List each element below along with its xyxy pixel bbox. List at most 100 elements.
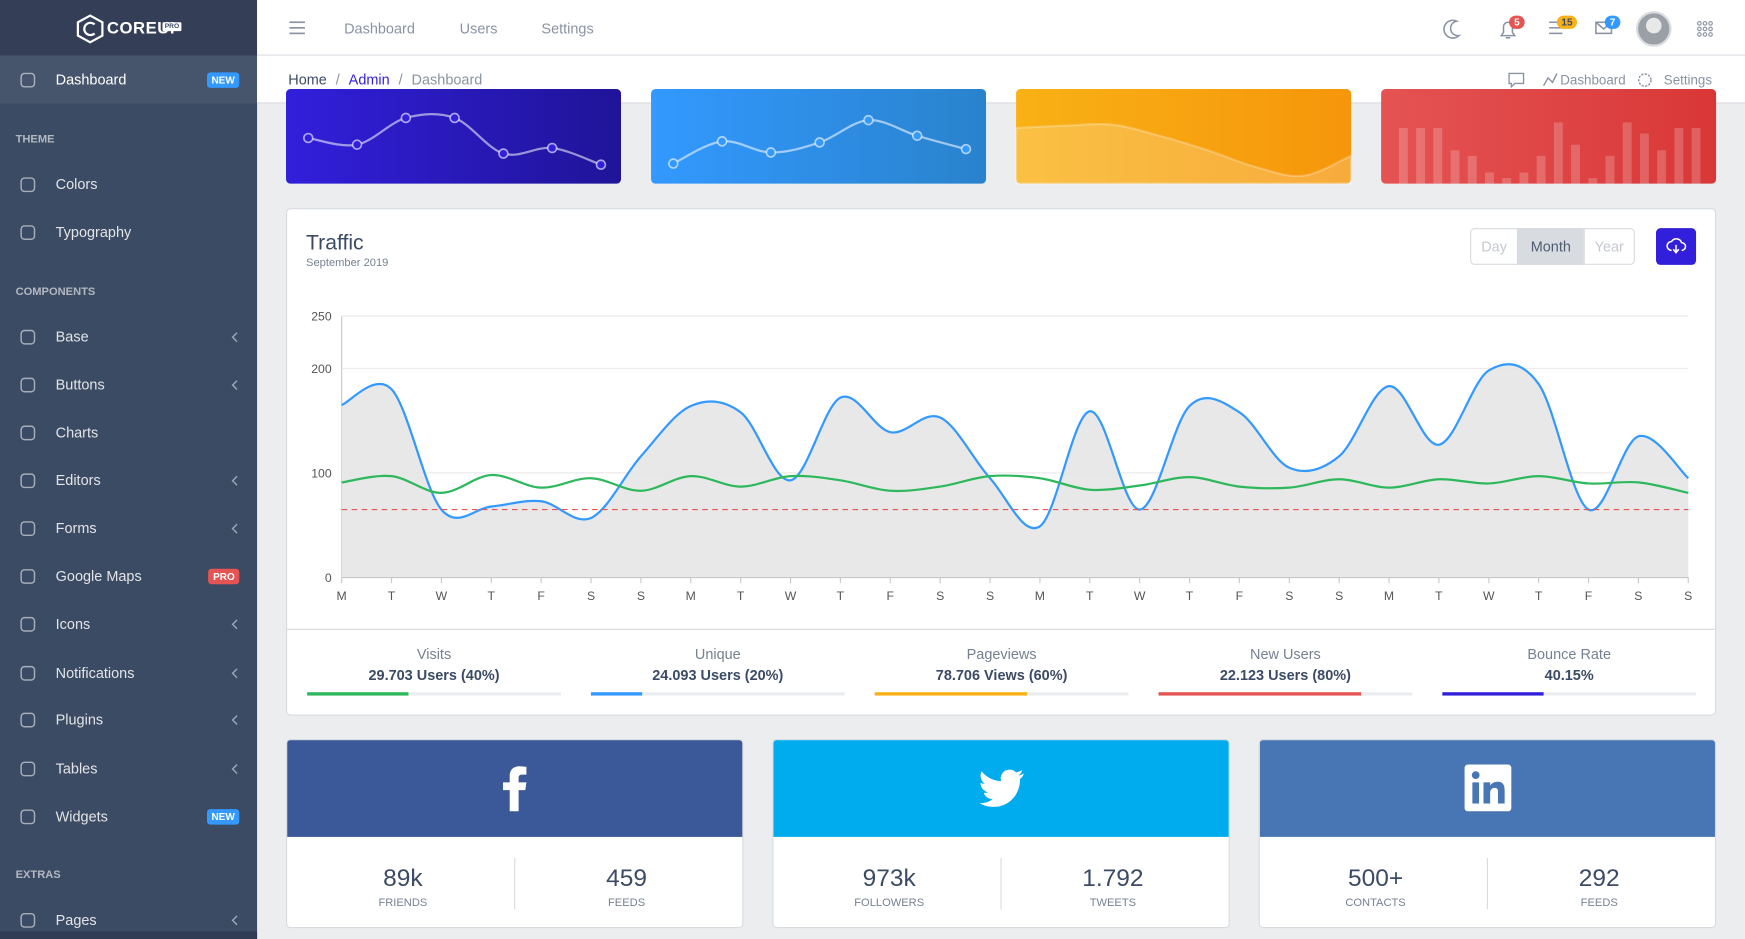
breadcrumb-item[interactable]: Home (288, 71, 327, 88)
nav-item[interactable]: Tables (55, 760, 98, 777)
social-stat-label: TWEETS (1089, 896, 1137, 910)
social-stat-label: FEEDS (1580, 896, 1618, 910)
badge-count: 5 (1509, 15, 1525, 29)
nav-icon (20, 712, 36, 728)
nav-item[interactable]: Buttons (55, 376, 105, 393)
widget-point (595, 159, 607, 170)
chevron (231, 715, 238, 726)
nav-item[interactable]: Notifications (55, 664, 135, 682)
progress-bar (1158, 692, 1362, 696)
widget-bar (1691, 127, 1701, 184)
nav-item[interactable]: Dashboard (55, 71, 127, 88)
widget-bar (1536, 155, 1546, 184)
logo-c (83, 21, 96, 37)
breadcrumb-item[interactable]: Admin (348, 71, 390, 88)
linkedin-n (1483, 781, 1505, 804)
widget-area (1014, 122, 1353, 185)
social-icon (979, 769, 1024, 807)
hamburger-button (289, 21, 305, 35)
badge-count: 7 (1605, 15, 1620, 29)
range-button[interactable]: Year (1583, 228, 1635, 265)
nav-section-title: EXTRAS (15, 869, 61, 882)
apps-icon-dot (1697, 21, 1702, 26)
widget-chart (1014, 122, 1353, 185)
traffic-card: Traffic September 2019 Day Month Year Visits 2… (286, 208, 1717, 716)
widget-point (863, 114, 874, 126)
nav-icon (20, 425, 36, 441)
header-icons (1443, 11, 1713, 47)
social-stat-value: 500+ (1347, 863, 1404, 892)
widget-bar (1450, 150, 1460, 184)
nav-item[interactable]: Base (55, 328, 89, 345)
social-card-header (1259, 740, 1715, 837)
nav-icon-shape (20, 569, 36, 584)
widget-bar (1553, 122, 1563, 184)
nav-item[interactable]: Forms (55, 519, 97, 537)
header-nav-link[interactable]: Dashboard (344, 20, 415, 37)
social-card-header (287, 740, 743, 837)
nav-item[interactable]: Editors (55, 471, 101, 489)
avatar-face (1645, 17, 1662, 34)
nav-item[interactable]: Typography (55, 223, 132, 241)
widget-bar (1657, 150, 1667, 184)
nav-chevron (231, 915, 238, 926)
range-button[interactable]: Month (1517, 228, 1584, 265)
nav-chevron (231, 764, 238, 774)
stat-value: 78.706 Views (60%) (935, 666, 1068, 684)
widget-bar (1433, 127, 1443, 184)
widget-bar (1416, 127, 1426, 184)
breadcrumb: Home / Admin / Dashboard (288, 71, 482, 88)
progress-bar (590, 692, 642, 696)
widget-card (651, 89, 987, 184)
nav-item[interactable]: Colors (55, 175, 98, 193)
gear-icon (1638, 73, 1652, 87)
widget-chart (668, 114, 972, 169)
social-divider (1000, 858, 1002, 910)
nav-icon-shape (20, 425, 36, 441)
header-nav-link[interactable]: Users (459, 20, 498, 37)
chevron (231, 764, 238, 774)
widget-point (351, 139, 363, 150)
nav-chevron (231, 523, 238, 534)
nav-item[interactable]: Widgets (55, 807, 108, 825)
widget-chart (1398, 122, 1701, 184)
widget-card (1014, 89, 1353, 185)
widget-point (911, 130, 923, 142)
nav-icon-shape (20, 912, 36, 928)
widget-bar (1674, 127, 1684, 184)
social-card: 973k FOLLOWERS 1.792 TWEETS (772, 738, 1230, 929)
breadcrumb-separator: / (335, 71, 340, 88)
bell-icon (1499, 21, 1517, 39)
nav-icon (20, 521, 36, 537)
nav-chevron (231, 380, 238, 391)
chevron (231, 619, 238, 630)
chevron (231, 380, 238, 391)
download-button[interactable] (1655, 228, 1697, 265)
widget-bar (1571, 144, 1580, 184)
nav-item[interactable]: Pages (55, 911, 97, 929)
nav-icon (20, 665, 36, 681)
nav-icon-shape (20, 329, 36, 345)
nav-item[interactable]: Google Maps (55, 567, 142, 585)
apps-icon-dot (1708, 21, 1713, 26)
nav-item[interactable]: Plugins (55, 711, 104, 728)
progress-track (1442, 692, 1697, 696)
nav-item[interactable]: Charts (55, 424, 99, 441)
chevron (231, 668, 238, 679)
nav-icon-shape (20, 712, 36, 728)
linkedin-i (1472, 782, 1480, 804)
sidebar-brand (0, 0, 258, 56)
nav-icon (20, 377, 36, 393)
breadcrumb-action[interactable]: Settings (1663, 72, 1713, 88)
nav-icon (20, 912, 36, 928)
nav-item[interactable]: Icons (55, 615, 91, 633)
header-nav-link[interactable]: Settings (541, 20, 594, 37)
range-button[interactable]: Day (1470, 228, 1518, 265)
header-badge: 15 (1554, 11, 1581, 31)
widget-bar (1502, 178, 1512, 184)
widget-bar (1485, 172, 1494, 184)
apps-icon-dot (1708, 26, 1713, 32)
breadcrumb-action[interactable]: Dashboard (1560, 72, 1626, 88)
